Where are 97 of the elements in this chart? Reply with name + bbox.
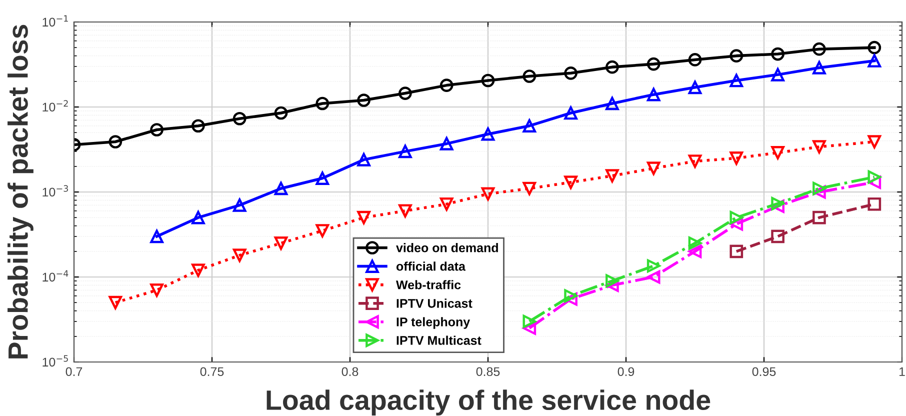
point: [688, 154, 702, 168]
point: [730, 244, 744, 258]
point: [232, 248, 246, 262]
legend-label: IP telephony: [396, 317, 470, 329]
point: [481, 74, 495, 88]
y-tick-label: 10$^{−4}$: [42, 270, 68, 282]
point: [232, 198, 246, 212]
point: [868, 197, 882, 211]
point: [868, 176, 882, 189]
point: [812, 185, 826, 199]
point: [564, 176, 578, 189]
point: [730, 217, 744, 231]
point: [357, 210, 370, 224]
point: [771, 196, 784, 210]
point: [771, 230, 784, 244]
point: [398, 144, 412, 158]
point: [646, 259, 660, 273]
point: [564, 106, 578, 120]
point: [564, 289, 578, 303]
point: [398, 86, 412, 100]
legend-label: video on demand: [396, 243, 498, 252]
point: [646, 57, 660, 71]
point: [771, 47, 784, 61]
point: [688, 244, 702, 258]
point: [868, 170, 882, 184]
point: [771, 200, 784, 213]
point: [274, 106, 288, 120]
point: [357, 94, 370, 107]
point: [522, 70, 536, 83]
point: [868, 135, 882, 148]
legend-label: IPTV Unicast: [396, 298, 472, 308]
x-tick-label: 0.7: [66, 367, 82, 376]
point: [150, 284, 164, 297]
point: [522, 119, 536, 133]
x-tick-label: 0.85: [476, 367, 500, 376]
point: [232, 112, 246, 126]
point: [606, 278, 619, 292]
point: [316, 172, 330, 185]
point: [357, 153, 370, 166]
point: [688, 53, 702, 66]
point: [522, 322, 536, 335]
x-tick-label: 0.9: [618, 367, 634, 376]
point: [564, 66, 578, 80]
point: [688, 236, 702, 250]
y-tick-label: 10$^{−3}$: [42, 185, 68, 197]
point: [606, 60, 619, 74]
point: [771, 146, 784, 160]
point: [108, 135, 122, 148]
point: [274, 236, 288, 250]
point: [688, 80, 702, 94]
point: [606, 274, 619, 288]
point: [606, 169, 619, 182]
point: [440, 137, 454, 150]
x-tick-label: 0.75: [200, 367, 224, 376]
point: [481, 127, 495, 141]
point: [868, 54, 882, 68]
point: [812, 61, 826, 74]
y-tick-label: 10$^{−1}$: [42, 15, 68, 27]
point: [150, 123, 164, 136]
point: [440, 197, 454, 211]
x-tick-label: 1: [899, 367, 905, 376]
point: [192, 264, 205, 277]
y-axis-title: Probability of packet loss: [8, 24, 34, 358]
point: [646, 270, 660, 284]
point: [108, 296, 122, 310]
point: [150, 230, 164, 244]
legend-label: official data: [396, 262, 466, 271]
legend-label: Web-traffic: [396, 280, 461, 290]
point: [481, 187, 495, 201]
point: [812, 182, 826, 196]
point: [730, 210, 744, 224]
point: [398, 204, 412, 218]
point: [274, 182, 288, 196]
legend-label: IPTV Multicast: [396, 336, 482, 345]
x-axis-title: Load capacity of the service node: [266, 390, 710, 416]
point: [192, 119, 205, 133]
point: [316, 224, 330, 238]
x-tick-label: 0.95: [752, 367, 776, 376]
x-tick-label: 0.8: [342, 367, 358, 376]
point: [646, 162, 660, 175]
point: [440, 78, 454, 92]
point: [522, 314, 536, 328]
point: [771, 68, 784, 82]
point: [812, 42, 826, 56]
point: [606, 96, 619, 110]
point: [192, 210, 205, 224]
point: [730, 152, 744, 165]
point: [646, 88, 660, 102]
point: [730, 74, 744, 88]
point: [316, 96, 330, 110]
point: [812, 210, 826, 224]
point: [812, 140, 826, 154]
point: [522, 182, 536, 196]
y-tick-label: 10$^{−2}$: [42, 100, 68, 112]
y-tick-label: 10$^{−5}$: [42, 355, 68, 367]
point: [730, 49, 744, 62]
point: [868, 40, 882, 54]
